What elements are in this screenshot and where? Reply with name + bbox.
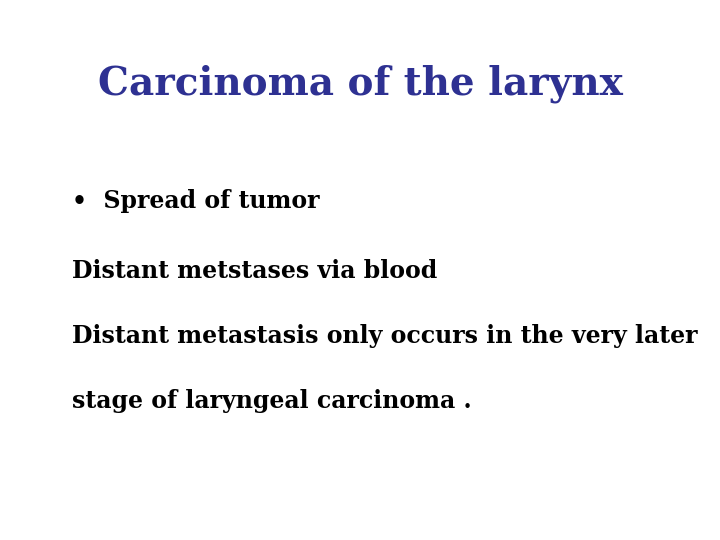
Text: •  Spread of tumor: • Spread of tumor [72,189,320,213]
Text: Carcinoma of the larynx: Carcinoma of the larynx [98,65,622,103]
Text: Distant metstases via blood: Distant metstases via blood [72,259,437,283]
Text: Distant metastasis only occurs in the very later: Distant metastasis only occurs in the ve… [72,324,698,348]
Text: stage of laryngeal carcinoma .: stage of laryngeal carcinoma . [72,389,472,413]
